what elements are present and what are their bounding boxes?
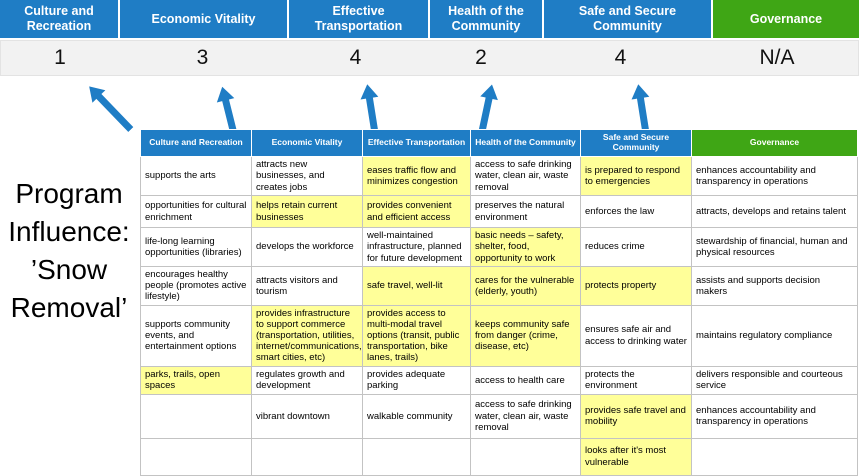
table-cell: well-maintained infrastructure, planned … <box>362 227 471 267</box>
table-row: opportunities for cultural enrichment hel… <box>140 195 858 228</box>
table-cell: walkable community <box>362 393 471 439</box>
category-header-5: Safe and Secure Community <box>544 0 711 38</box>
table-cell: provides access to multi-modal travel op… <box>362 304 471 367</box>
table-cell: access to health care <box>470 365 581 395</box>
matrix-header-4: Health of the Community <box>470 129 581 157</box>
score-value-1: 1 <box>54 46 66 69</box>
table-cell <box>140 393 252 439</box>
table-cell: parks, trails, open spaces <box>140 365 252 395</box>
table-cell: regulates growth and development <box>251 365 363 395</box>
up-arrow-icon <box>478 84 498 133</box>
matrix-body: supports the arts attracts new businesses… <box>140 156 858 476</box>
table-cell: encourages healthy people (promotes acti… <box>140 266 252 306</box>
program-title-line: Program <box>15 178 123 209</box>
table-cell: attracts, develops and retains talent <box>691 195 858 228</box>
table-row: parks, trails, open spaces regulates grow… <box>140 365 858 395</box>
table-cell <box>691 437 858 476</box>
table-row: vibrant downtown walkable community access… <box>140 393 858 439</box>
table-cell: develops the workforce <box>251 227 363 267</box>
table-cell: enhances accountability and transparency… <box>691 156 858 196</box>
table-cell: access to safe drinking water, clean air… <box>470 156 581 196</box>
influence-arrow-4 <box>472 82 502 133</box>
table-row: supports the arts attracts new businesses… <box>140 156 858 196</box>
table-cell <box>140 437 252 476</box>
table-cell: provides safe travel and mobility <box>580 393 692 439</box>
table-cell: protects the environment <box>580 365 692 395</box>
table-cell: cares for the vulnerable (elderly, youth… <box>470 266 581 306</box>
score-value-4: 2 <box>475 46 487 69</box>
table-cell: maintains regulatory compliance <box>691 304 858 367</box>
up-arrow-icon <box>360 84 379 133</box>
table-cell: provides adequate parking <box>362 365 471 395</box>
influence-arrow-2 <box>212 84 243 135</box>
matrix-header-3: Effective Transportation <box>362 129 471 157</box>
program-title-line: Removal’ <box>10 292 128 324</box>
table-cell: attracts visitors and tourism <box>251 266 363 306</box>
table-cell: eases traffic flow and minimizes congest… <box>362 156 471 196</box>
table-cell <box>251 437 363 476</box>
table-cell: preserves the natural environment <box>470 195 581 228</box>
score-value-6: N/A <box>759 46 795 69</box>
category-header-3: Effective Transportation <box>289 0 428 38</box>
matrix-header-row: Culture and Recreation Economic Vitality E… <box>140 129 858 157</box>
score-value-3: 4 <box>349 46 362 69</box>
influence-arrow-1 <box>82 79 138 136</box>
up-arrow-icon <box>631 84 650 133</box>
table-row: supports community events, and entertain… <box>140 304 858 367</box>
category-header-4: Health of the Community <box>430 0 542 38</box>
table-cell: reduces crime <box>580 227 692 267</box>
table-row: encourages healthy people (promotes acti… <box>140 266 858 306</box>
table-cell: is prepared to respond to emergencies <box>580 156 692 196</box>
table-cell: ensures safe air and access to drinking … <box>580 304 692 367</box>
matrix-header-6: Governance <box>691 129 858 157</box>
category-header-row: Culture and Recreation Economic Vitality E… <box>0 0 859 38</box>
table-cell: vibrant downtown <box>251 393 363 439</box>
table-cell: protects property <box>580 266 692 306</box>
score-value-2: 3 <box>196 46 209 69</box>
program-title: Program Influence: ’Snow Removal’ <box>0 175 138 327</box>
influence-arrow-3 <box>357 83 384 134</box>
table-cell: provides infrastructure to support comme… <box>251 304 363 367</box>
table-cell: looks after it's most vulnerable <box>580 437 692 476</box>
table-cell: helps retain current businesses <box>251 195 363 228</box>
program-title-line: ’Snow <box>30 254 108 286</box>
table-cell: delivers responsible and courteous servi… <box>691 365 858 395</box>
table-cell: enhances accountability and transparency… <box>691 393 858 439</box>
category-header-1: Culture and Recreation <box>0 0 118 38</box>
influence-matrix: Culture and Recreation Economic Vitality E… <box>140 129 858 476</box>
matrix-header-2: Economic Vitality <box>251 129 363 157</box>
table-cell: provides convenient and efficient access <box>362 195 471 228</box>
table-cell: opportunities for cultural enrichment <box>140 195 252 228</box>
table-cell: attracts new businesses, and creates job… <box>251 156 363 196</box>
score-row: 1 3 4 2 4 N/A <box>0 40 859 76</box>
table-cell <box>470 437 581 476</box>
table-row: looks after it's most vulnerable <box>140 437 858 476</box>
table-cell: stewardship of financial, human and phys… <box>691 227 858 267</box>
table-cell: keeps community safe from danger (crime,… <box>470 304 581 367</box>
program-title-line: Influence: <box>8 216 130 248</box>
table-cell: enforces the law <box>580 195 692 228</box>
table-cell: basic needs – safety, shelter, food, opp… <box>470 227 581 267</box>
influence-arrow-5 <box>628 83 655 134</box>
table-cell: safe travel, well-lit <box>362 266 471 306</box>
table-cell: assists and supports decision makers <box>691 266 858 306</box>
category-band: Culture and Recreation Economic Vitality E… <box>0 0 859 76</box>
score-value-5: 4 <box>614 46 627 69</box>
table-cell: access to safe drinking water, clean air… <box>470 393 581 439</box>
matrix-header-1: Culture and Recreation <box>140 129 252 157</box>
matrix-header-5: Safe and Secure Community <box>580 129 692 157</box>
table-cell <box>362 437 471 476</box>
up-arrow-icon <box>216 86 238 135</box>
category-header-2: Economic Vitality <box>120 0 287 38</box>
table-cell: supports community events, and entertain… <box>140 304 252 367</box>
table-cell: life-long learning opportunities (librar… <box>140 227 252 267</box>
category-header-6: Governance <box>713 0 859 38</box>
table-cell: supports the arts <box>140 156 252 196</box>
up-arrow-icon <box>89 86 134 133</box>
table-row: life-long learning opportunities (librar… <box>140 227 858 267</box>
